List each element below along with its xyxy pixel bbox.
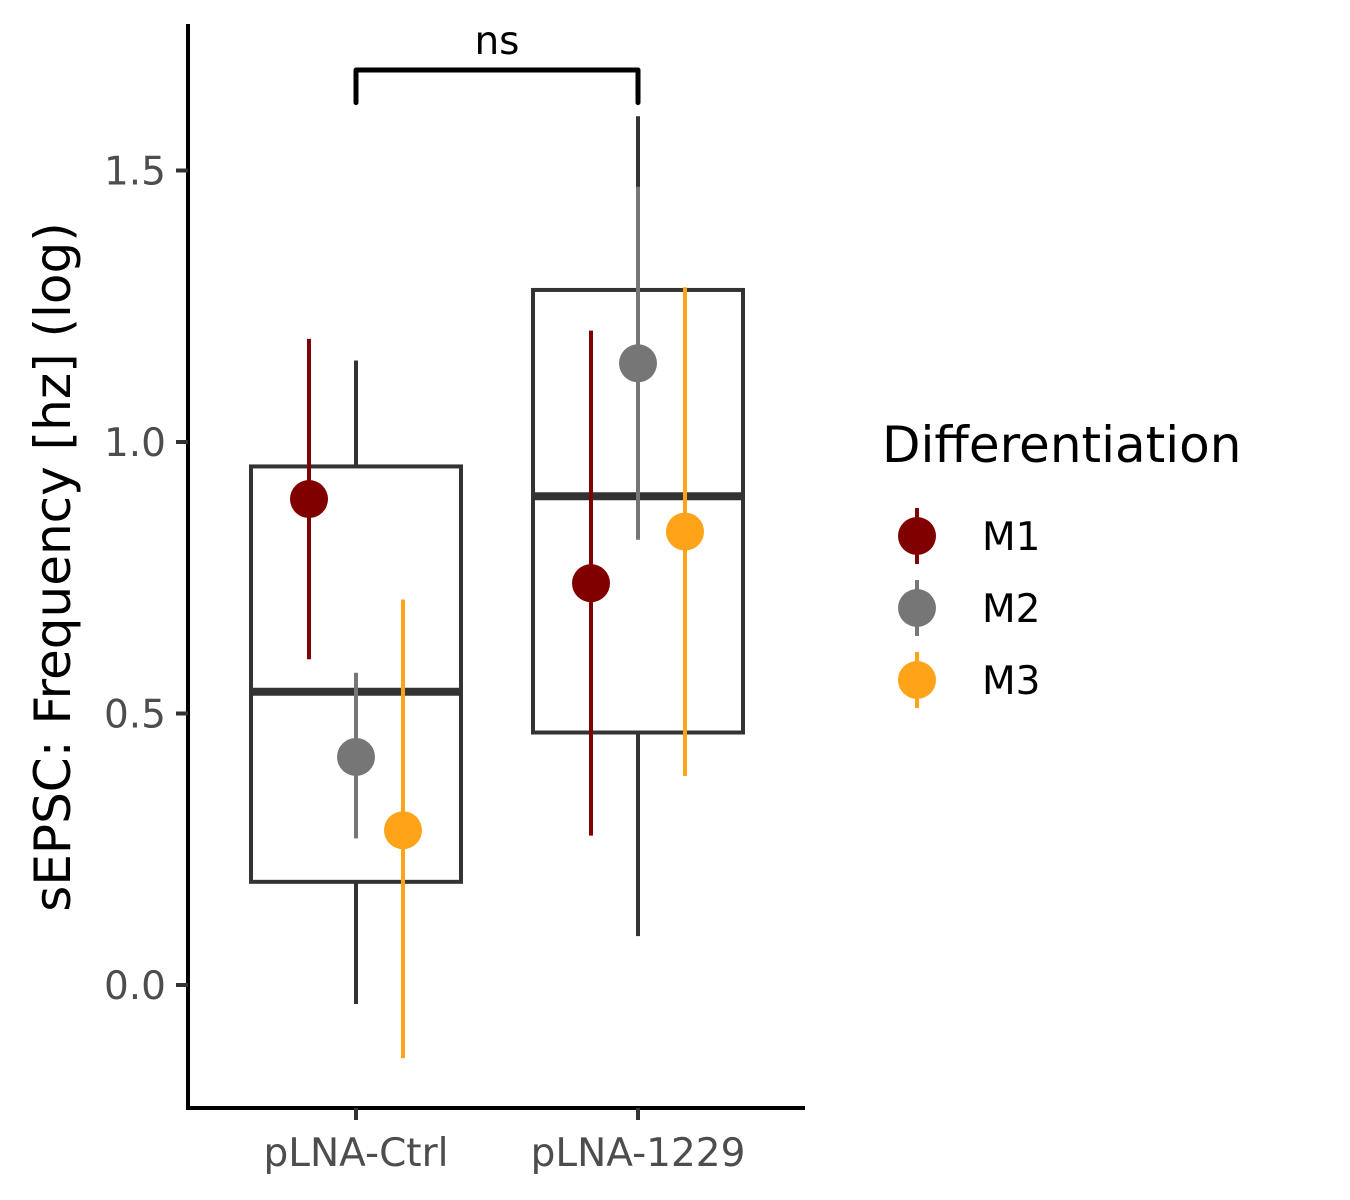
legend: Differentiation M1 M2 M3 xyxy=(882,416,1241,708)
legend-key-point xyxy=(898,661,936,699)
legend-label-m2: M2 xyxy=(982,587,1040,632)
legend-label-m1: M1 xyxy=(982,515,1040,560)
significance-bracket: ns xyxy=(353,19,641,106)
legend-title: Differentiation xyxy=(882,416,1241,474)
legend-key-point xyxy=(898,589,936,627)
point-m1 xyxy=(572,564,610,603)
x-tick-label: pLNA-1229 xyxy=(531,1131,746,1176)
y-tick-label: 1.0 xyxy=(104,421,166,466)
boxes-layer xyxy=(249,116,745,1005)
point-m3 xyxy=(666,512,704,551)
legend-key-point xyxy=(898,517,936,555)
significance-label: ns xyxy=(474,19,519,64)
point-m2 xyxy=(619,344,657,383)
point-m3 xyxy=(384,811,422,850)
x-tick-label: pLNA-Ctrl xyxy=(264,1131,449,1176)
y-tick-label: 0.5 xyxy=(104,693,166,738)
point-m1 xyxy=(290,480,328,519)
y-axis-title: sEPSC: Frequency [hz] (log) xyxy=(24,222,82,911)
y-tick-label: 0.0 xyxy=(104,964,166,1009)
axes-layer xyxy=(186,24,805,1110)
y-tick-label: 1.5 xyxy=(104,150,166,195)
bracket-line xyxy=(353,67,641,106)
point-m2 xyxy=(337,737,375,776)
legend-label-m3: M3 xyxy=(982,659,1040,704)
x-ticks: pLNA-Ctrl pLNA-1229 xyxy=(264,1108,746,1176)
y-ticks: 0.0 0.5 1.0 1.5 xyxy=(104,150,188,1009)
points-layer xyxy=(290,186,704,1059)
